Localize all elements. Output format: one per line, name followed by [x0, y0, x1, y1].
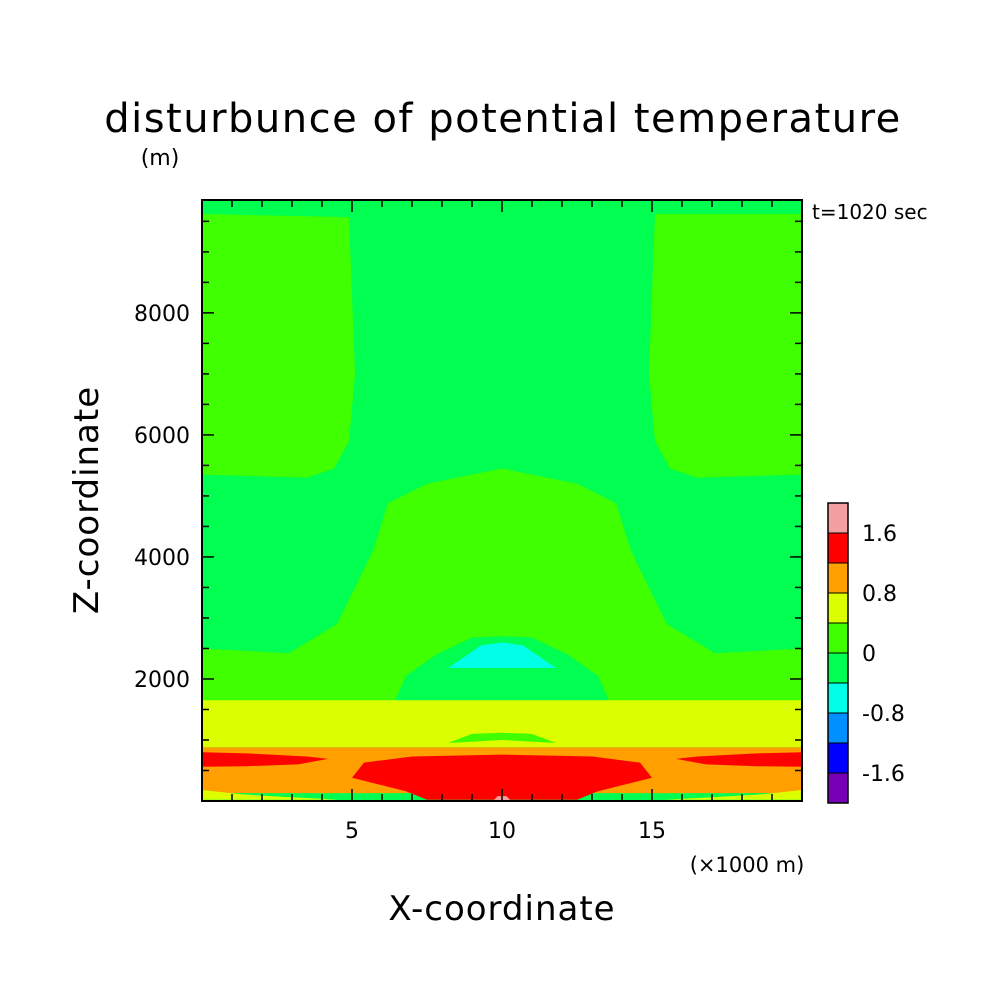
- y-tick-label: 4000: [134, 546, 190, 571]
- colorbar-swatch: [827, 562, 849, 594]
- contour-region-bottom-yellow-left: [202, 790, 340, 800]
- colorbar-swatch: [827, 622, 849, 654]
- y-axis-unit: (m): [141, 146, 180, 171]
- contour-region-central-plume-positive: [202, 468, 802, 701]
- y-axis-label: Z-coordinate: [67, 386, 107, 614]
- contour-fill-layer: [202, 200, 802, 801]
- chart-title: disturbunce of potential temperature: [104, 96, 902, 142]
- y-tick-label: 2000: [134, 668, 190, 693]
- x-tick-label: 10: [488, 819, 516, 844]
- colorbar-frame: [827, 502, 849, 804]
- colorbar-swatch: [827, 652, 849, 684]
- x-tick-label: 15: [638, 819, 666, 844]
- colorbar-swatch: [827, 502, 849, 534]
- colorbar-tick-label: -1.6: [862, 762, 905, 787]
- contour-region-red-left-tongue: [202, 752, 328, 767]
- contour-region-upper-left-positive: [202, 214, 355, 478]
- contour-region-upper-right-positive: [649, 214, 802, 478]
- colorbar-swatch: [827, 682, 849, 714]
- contour-region-bottom-yellow-right: [664, 790, 802, 800]
- y-tick-label: 6000: [134, 424, 190, 449]
- colorbar-tick-label: -0.8: [862, 702, 905, 727]
- colorbar-swatch: [827, 772, 849, 804]
- colorbar: 1.6 0.8 0 -0.8 -1.6: [827, 502, 905, 804]
- axis-ticks: 5 10 15 2000 4000 6000 8000: [134, 200, 802, 844]
- x-axis-unit: (×1000 m): [690, 853, 805, 877]
- x-axis-label: X-coordinate: [388, 889, 615, 929]
- time-label: t=1020 sec: [812, 200, 928, 224]
- contour-region-lower-negative-arc: [391, 636, 613, 721]
- contour-region-warm-band: [202, 700, 802, 748]
- colorbar-swatch: [827, 532, 849, 564]
- colorbar-swatch: [827, 592, 849, 624]
- colorbar-tick-label: 0: [862, 642, 876, 667]
- contour-region-green-island-low: [448, 732, 556, 743]
- colorbar-swatch: [827, 712, 849, 744]
- contour-region-red-right-tongue: [676, 752, 802, 767]
- y-tick-label: 8000: [134, 302, 190, 327]
- colorbar-tick-label: 1.6: [862, 522, 897, 547]
- colorbar-swatch: [827, 742, 849, 774]
- contour-region-red-surface-core: [352, 754, 652, 800]
- contour-region-cold-core: [448, 642, 556, 668]
- colorbar-tick-label: 0.8: [862, 582, 897, 607]
- x-tick-label: 5: [345, 819, 359, 844]
